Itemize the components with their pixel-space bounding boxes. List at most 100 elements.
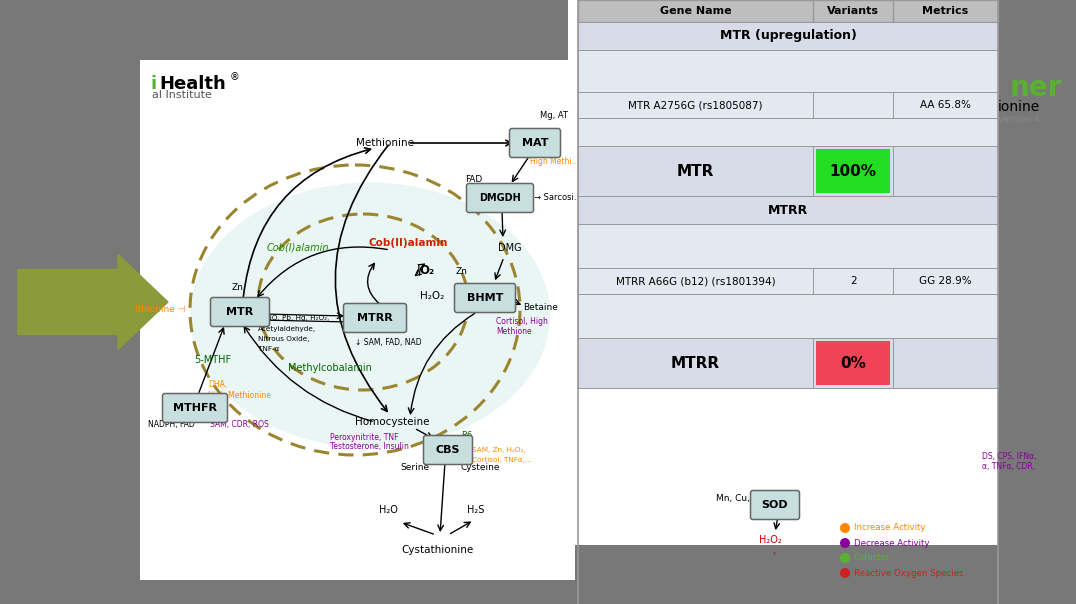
Text: Acetylaldehyde,: Acetylaldehyde,	[258, 326, 316, 332]
Circle shape	[840, 568, 850, 578]
Text: Zn: Zn	[456, 268, 468, 277]
Bar	[578, 50, 999, 92]
Text: 5-MTHF: 5-MTHF	[195, 355, 231, 365]
Circle shape	[840, 538, 850, 548]
Bar	[578, 0, 999, 22]
Bar	[578, 22, 999, 50]
Text: ®: ®	[230, 72, 240, 82]
FancyBboxPatch shape	[510, 129, 561, 158]
Text: Nitrous Oxide,: Nitrous Oxide,	[258, 336, 310, 342]
Text: MAT: MAT	[522, 138, 549, 148]
Text: Homocysteine: Homocysteine	[355, 417, 429, 427]
Text: Mn, Cu, Zn: Mn, Cu, Zn	[716, 493, 764, 503]
Text: Mg, AT: Mg, AT	[540, 111, 568, 120]
Text: High Methi...: High Methi...	[530, 158, 579, 167]
Text: 0%: 0%	[840, 356, 866, 370]
Text: → NO, Pb, Hg, H₂O₂,: → NO, Pb, Hg, H₂O₂,	[258, 315, 329, 321]
Text: O₂: O₂	[420, 263, 435, 277]
Text: MTRR A66G (b12) (rs1801394): MTRR A66G (b12) (rs1801394)	[615, 276, 776, 286]
FancyBboxPatch shape	[424, 435, 472, 464]
Text: B6: B6	[462, 431, 472, 440]
Text: H₂O₂: H₂O₂	[759, 535, 781, 545]
Text: MTR: MTR	[226, 307, 254, 317]
FancyBboxPatch shape	[454, 283, 515, 312]
Bar	[578, 196, 999, 224]
Text: Cystathionine: Cystathionine	[401, 545, 473, 555]
FancyBboxPatch shape	[162, 393, 227, 423]
Bar	[578, 118, 999, 146]
Bar	[578, 268, 999, 294]
Text: α, TNFα, CDR,: α, TNFα, CDR,	[982, 463, 1035, 472]
FancyBboxPatch shape	[343, 303, 407, 332]
Text: ionine: ionine	[999, 100, 1040, 114]
Text: Metrics: Metrics	[922, 6, 968, 16]
Bar	[568, 0, 999, 545]
Text: DMG: DMG	[498, 243, 522, 253]
Text: Cob(II)alamin: Cob(II)alamin	[368, 238, 448, 248]
Text: Cofactor: Cofactor	[854, 553, 891, 562]
Bar	[817, 149, 890, 193]
Bar	[140, 60, 575, 580]
Text: 100%: 100%	[830, 164, 877, 179]
Text: Methione: Methione	[496, 327, 532, 336]
Text: FAD: FAD	[466, 176, 483, 184]
Bar	[817, 341, 890, 385]
Text: DS, CPS, IFNα,: DS, CPS, IFNα,	[982, 452, 1036, 460]
Text: AA 65.8%: AA 65.8%	[920, 100, 971, 110]
Text: Betaine: Betaine	[523, 303, 557, 312]
Text: ithionine ⊣: ithionine ⊣	[136, 306, 186, 315]
FancyBboxPatch shape	[467, 184, 534, 213]
Text: MTR (upregulation): MTR (upregulation)	[720, 30, 856, 42]
Text: Cortisol, TNFα,...: Cortisol, TNFα,...	[472, 457, 532, 463]
Bar	[578, 224, 999, 268]
Text: MTR: MTR	[677, 164, 714, 179]
Bar	[578, 294, 999, 338]
Bar	[578, 338, 999, 388]
Text: ner: ner	[1010, 74, 1062, 102]
Bar	[578, 92, 999, 118]
Text: GG 28.9%: GG 28.9%	[919, 276, 972, 286]
Text: MTRR: MTRR	[671, 356, 720, 370]
Text: H₂S: H₂S	[467, 505, 484, 515]
Text: Methionine: Methionine	[356, 138, 414, 148]
Circle shape	[840, 523, 850, 533]
Text: Decrease Activity: Decrease Activity	[854, 539, 930, 547]
Text: ₂: ₂	[773, 550, 776, 556]
Text: CBS: CBS	[436, 445, 461, 455]
Text: Cortisol, High: Cortisol, High	[496, 318, 548, 327]
Text: → Sarcosi...: → Sarcosi...	[534, 193, 582, 202]
FancyArrow shape	[18, 254, 168, 350]
Circle shape	[840, 553, 850, 563]
Text: SAM, CDR, ROS: SAM, CDR, ROS	[210, 420, 269, 429]
Text: DHA,: DHA,	[208, 381, 227, 390]
Text: MTRR: MTRR	[768, 204, 808, 216]
Text: i: i	[151, 75, 157, 93]
Text: Cysteine: Cysteine	[461, 463, 499, 472]
Text: Variants: Variants	[827, 6, 879, 16]
Text: Version 4: Version 4	[999, 115, 1039, 124]
Text: ↓ SAM, FAD, NAD: ↓ SAM, FAD, NAD	[355, 338, 422, 347]
Text: NADPH, FAD: NADPH, FAD	[148, 420, 195, 429]
Text: 2: 2	[850, 276, 856, 286]
Text: Testosterone, Insulin: Testosterone, Insulin	[330, 443, 409, 452]
FancyBboxPatch shape	[211, 298, 269, 327]
Text: al Institute: al Institute	[152, 90, 212, 100]
FancyBboxPatch shape	[750, 490, 799, 519]
Ellipse shape	[190, 182, 550, 448]
Text: SAM, Zn, H₂O₂,: SAM, Zn, H₂O₂,	[472, 447, 525, 453]
Text: Gene Name: Gene Name	[660, 6, 732, 16]
Text: Methylcobalamin: Methylcobalamin	[288, 363, 372, 373]
Bar	[578, 146, 999, 196]
Text: MTR A2756G (rs1805087): MTR A2756G (rs1805087)	[628, 100, 763, 110]
Text: Peroxynitrite, TNF: Peroxynitrite, TNF	[330, 432, 398, 442]
Text: MTRR: MTRR	[357, 313, 393, 323]
Text: Zn: Zn	[232, 283, 244, 292]
Text: Reactive Oxygen Species: Reactive Oxygen Species	[854, 568, 963, 577]
Text: H₂O₂: H₂O₂	[420, 291, 444, 301]
Text: MTHFR: MTHFR	[173, 403, 217, 413]
Text: BHMT: BHMT	[467, 293, 504, 303]
Text: Health: Health	[159, 75, 226, 93]
Text: Cob(I)alamin: Cob(I)alamin	[267, 243, 329, 253]
Text: Increase Activity: Increase Activity	[854, 524, 925, 533]
Text: TNF-α: TNF-α	[258, 346, 280, 352]
